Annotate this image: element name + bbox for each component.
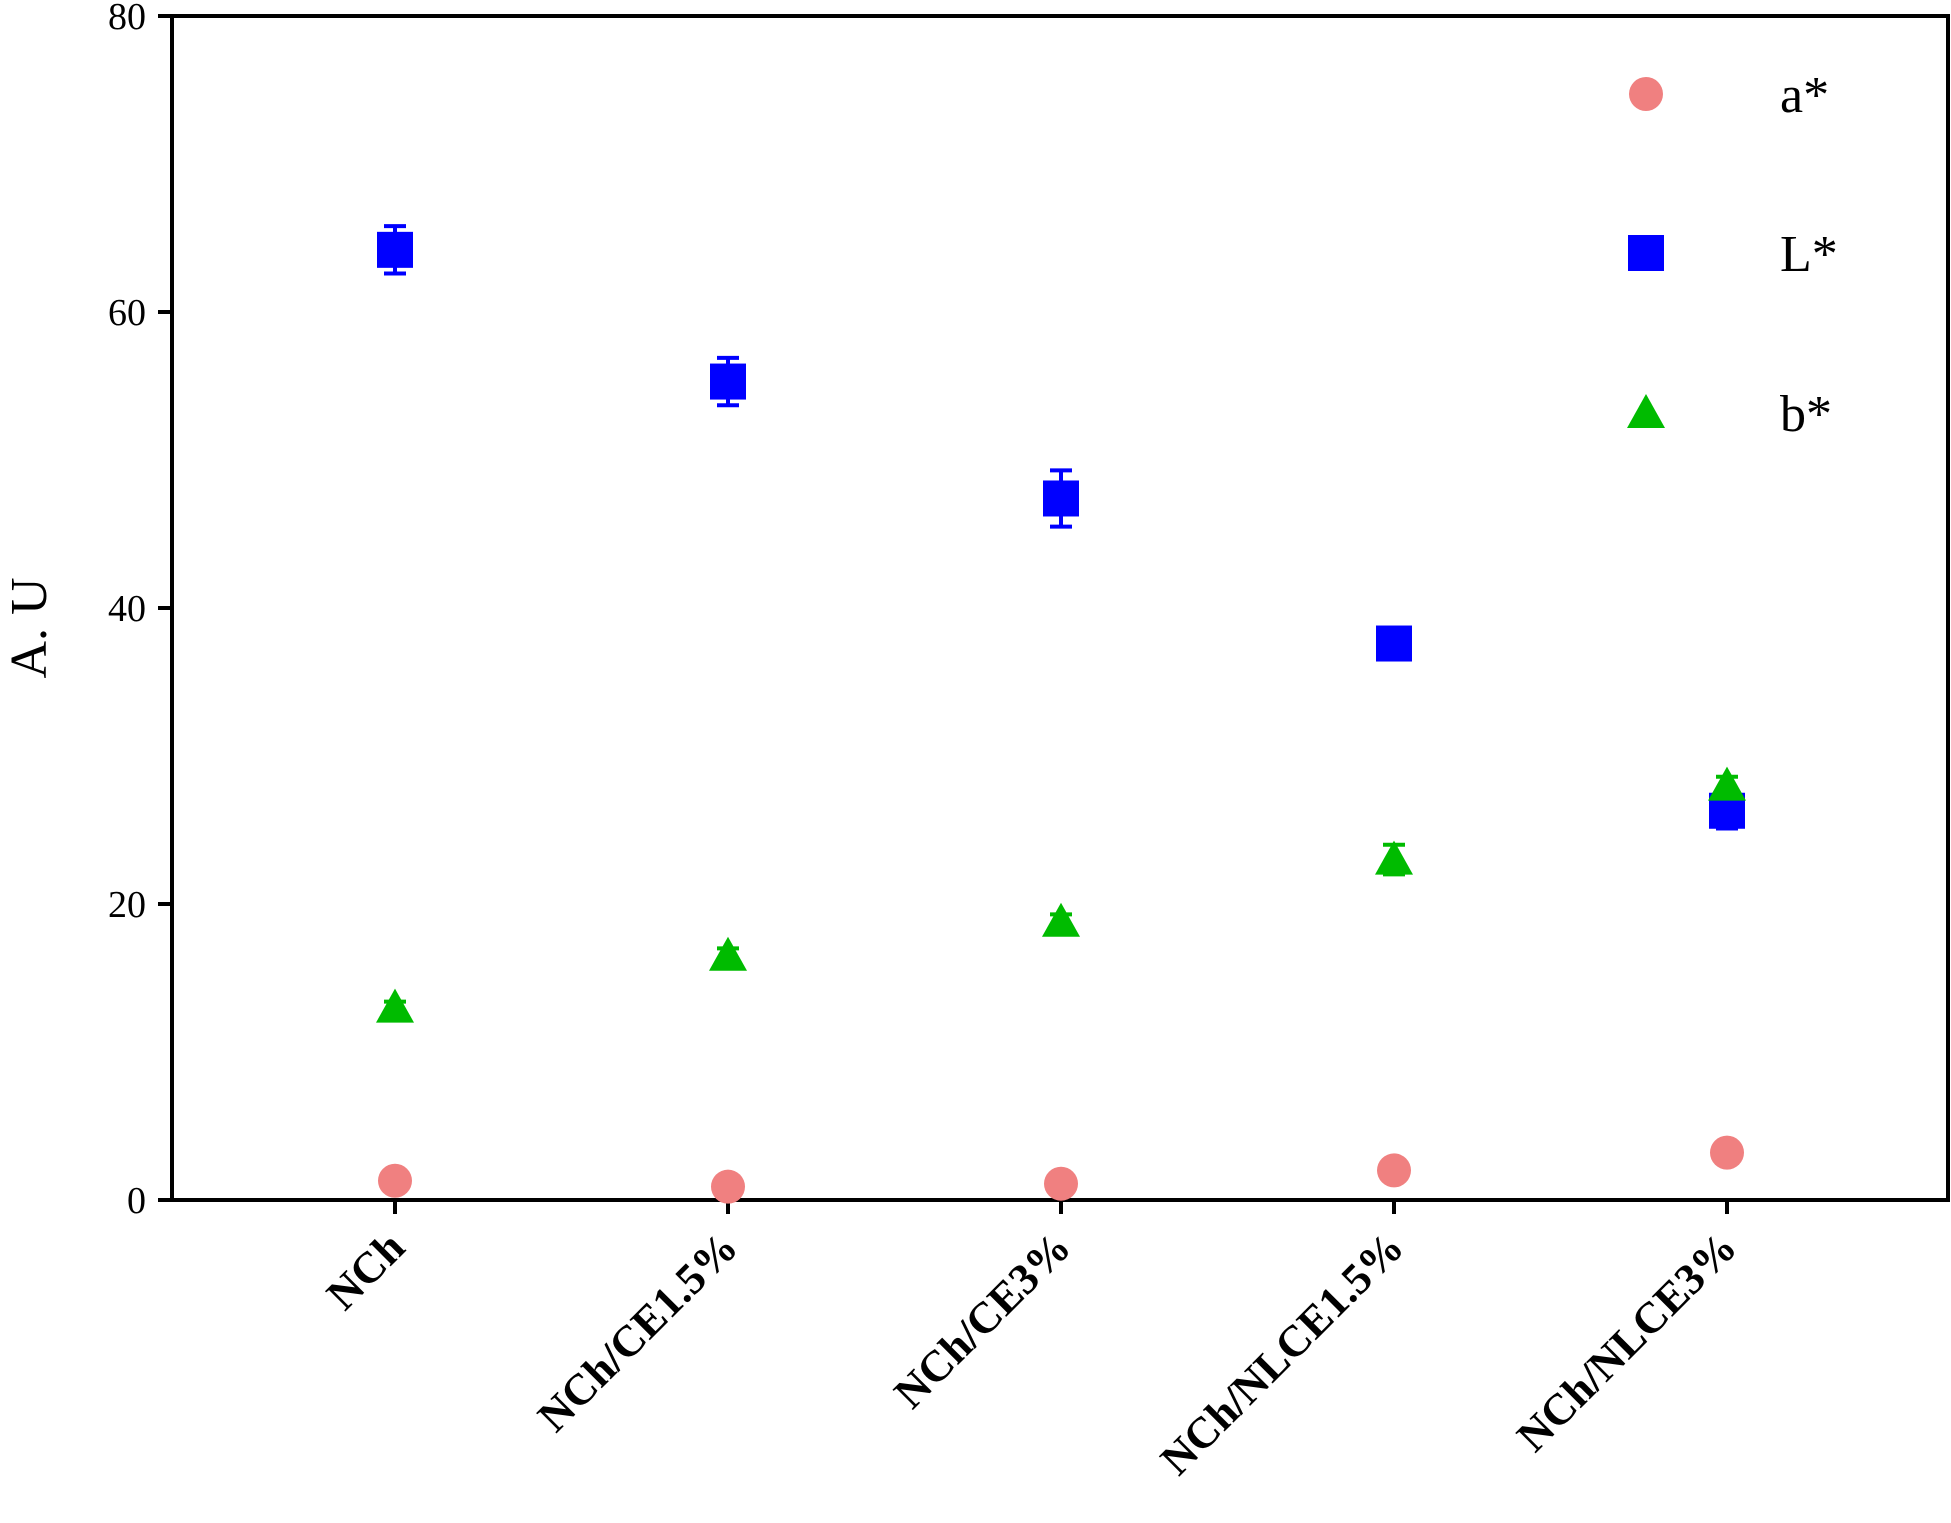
x-tick-label: NCh/NLCE3% (1507, 1222, 1746, 1461)
legend-label: L* (1780, 226, 1838, 283)
data-point (1710, 1135, 1744, 1170)
y-tick-label: 60 (108, 292, 146, 334)
x-tick-label: NCh/NLCE1.5% (1151, 1222, 1413, 1484)
data-point (1044, 1166, 1078, 1201)
data-point (1043, 480, 1079, 517)
legend-marker (1627, 394, 1665, 428)
data-point (1042, 902, 1080, 937)
data-point (710, 363, 746, 400)
data-point (709, 936, 747, 971)
data-point (378, 1163, 412, 1198)
legend-marker (1629, 77, 1663, 111)
y-tick-label: 20 (108, 884, 146, 926)
series-square (377, 224, 1745, 831)
series-triangle (376, 766, 1746, 1023)
y-axis-title: A. U (1, 577, 58, 678)
axes (170, 14, 1950, 1202)
y-tick-label: 0 (127, 1180, 146, 1222)
legend-marker (1628, 235, 1664, 271)
data-point (1708, 766, 1746, 801)
y-tick-label: 80 (108, 0, 146, 38)
y-axis-ticks: 0 20 40 60 80 (108, 0, 172, 1222)
data-point (711, 1169, 745, 1204)
legend: a* L* b* (1627, 67, 1838, 443)
data-point (377, 231, 413, 268)
data-point (1377, 1153, 1411, 1188)
x-tick-label: NCh/CE1.5% (528, 1222, 747, 1441)
data-marks (376, 224, 1746, 1204)
data-point (376, 988, 414, 1023)
legend-label: a* (1780, 67, 1829, 124)
legend-label: b* (1780, 386, 1832, 443)
plot-frame (170, 14, 1950, 1202)
series-circle (378, 1135, 1744, 1204)
x-tick-label: NCh/CE3% (885, 1222, 1080, 1417)
y-tick-label: 40 (108, 588, 146, 630)
data-point (1375, 840, 1413, 875)
x-axis-ticks: NCh NCh/CE1.5% NCh/CE3% NCh/NLCE1.5% NCh/NLC… (317, 1200, 1746, 1484)
x-tick-label: NCh (317, 1222, 414, 1319)
data-point (1376, 625, 1412, 662)
